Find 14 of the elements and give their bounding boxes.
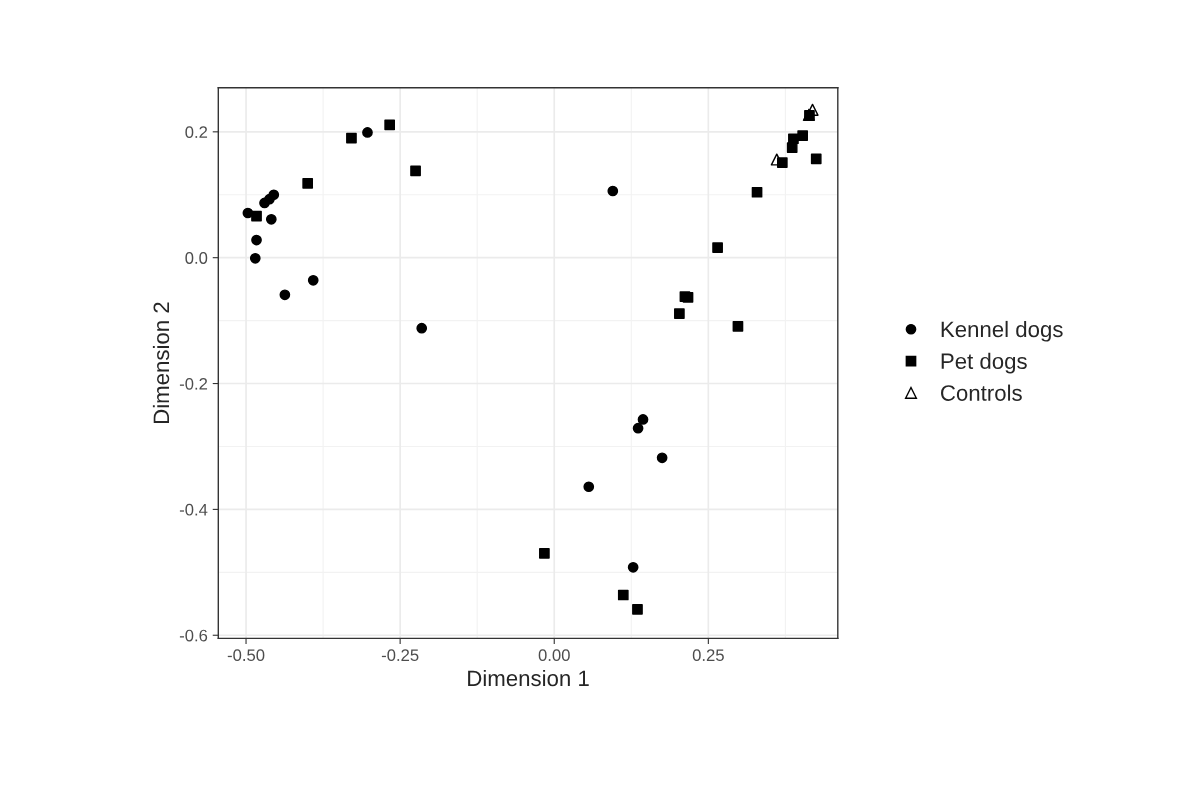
y-axis-title: Dimension 2 bbox=[152, 302, 170, 424]
legend-label: Controls bbox=[941, 384, 1022, 401]
x-tick-label: 0.00 bbox=[538, 649, 570, 662]
legend-label: Pet dogs bbox=[941, 352, 1027, 374]
y-tick-label: -0.2 bbox=[179, 377, 208, 390]
x-axis-title: Dimension 1 bbox=[468, 669, 589, 687]
x-tick-label: 0.25 bbox=[692, 649, 724, 662]
x-tick-label: -0.25 bbox=[381, 649, 419, 662]
y-tick-label: 0.0 bbox=[185, 252, 208, 264]
y-tick-label: -0.6 bbox=[179, 629, 208, 642]
x-tick-label: -0.50 bbox=[227, 649, 265, 662]
legend-label: Kennel dogs bbox=[941, 320, 1063, 342]
y-tick-label: -0.4 bbox=[179, 503, 208, 516]
y-tick-label: 0.2 bbox=[185, 126, 208, 139]
